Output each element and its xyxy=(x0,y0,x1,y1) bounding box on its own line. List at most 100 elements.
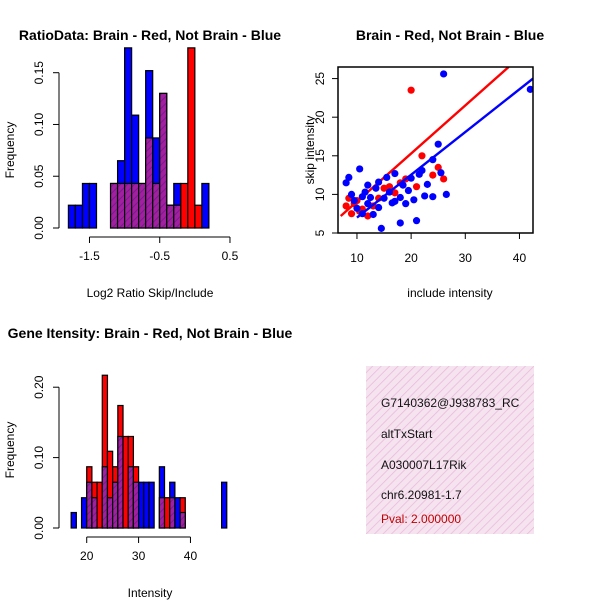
ratio-x-tick-label-2: 0.5 xyxy=(222,249,239,263)
ratio-y-tick-label-0: 0.00 xyxy=(32,216,46,240)
ratio-bar-1 xyxy=(74,204,84,229)
scatter-point-brain-20 xyxy=(440,175,448,183)
scatter-point-not-brain-39 xyxy=(440,70,448,78)
ratio-bar-3 xyxy=(88,182,98,229)
intensity-overlap-bar-17 xyxy=(158,497,166,529)
intensity-bar-13 xyxy=(137,481,145,529)
scatter-point-brain-0 xyxy=(342,202,350,210)
scatter-point-not-brain-0 xyxy=(342,179,350,187)
ratio-overlap-bar-8 xyxy=(124,182,133,229)
scatter-y-tick-label-3: 20 xyxy=(313,110,327,124)
scatter-x-tick-label-3: 40 xyxy=(513,251,527,265)
scatter-point-not-brain-30 xyxy=(412,217,421,225)
scatter-panel: Brain - Red, Not Brain - Blue 10 20 30 40 5 1… xyxy=(303,27,544,300)
scatter-point-not-brain-21 xyxy=(391,169,399,178)
ratio-overlap-bar-7 xyxy=(116,182,126,229)
intensity-bar-20 xyxy=(174,497,181,529)
scatter-point-not-brain-13 xyxy=(372,184,380,192)
scatter-point-not-brain-5 xyxy=(356,165,364,173)
scatter-point-not-brain-16 xyxy=(377,224,385,232)
ratio-bar-0 xyxy=(67,204,77,229)
intensity-bar-0 xyxy=(70,511,77,529)
intensity-overlap-bar-19 xyxy=(169,497,176,529)
intensity-overlap-bar-3 xyxy=(86,481,93,529)
scatter-point-not-brain-22 xyxy=(391,197,399,205)
info-probe-id: G7140362@J938783_RC xyxy=(381,396,520,410)
scatter-fit-line-not-brain xyxy=(356,77,533,219)
scatter-frame xyxy=(337,66,534,234)
scatter-point-not-brain-11 xyxy=(366,193,375,202)
ratio-histogram-panel: RatioData: Brain - Red, Not Brain - Blue… xyxy=(3,27,281,300)
ratio-x-tick-label-0: -1.5 xyxy=(79,249,100,263)
intensity-overlap-bar-7 xyxy=(106,497,114,529)
info-pval: Pval: 2.000000 xyxy=(381,512,461,526)
intensity-y-label: Frequency xyxy=(3,422,17,479)
ratio-overlap-bar-11 xyxy=(145,137,154,229)
intensity-bar-2 xyxy=(80,497,88,529)
intensity-overlap-bar-4 xyxy=(91,497,98,529)
ratio-bar-19 xyxy=(201,182,210,229)
ratio-bar-16 xyxy=(180,182,189,229)
scatter-x-tick-label-0: 10 xyxy=(350,251,364,265)
scatter-point-not-brain-2 xyxy=(347,190,356,198)
ratio-overlap-bar-6 xyxy=(109,182,119,229)
ratio-bars xyxy=(67,47,210,229)
scatter-point-brain-11 xyxy=(385,183,394,191)
scatter-x-label: include intensity xyxy=(407,286,492,300)
intensity-x-tick-label-1: 30 xyxy=(132,549,146,563)
scatter-point-not-brain-12 xyxy=(369,210,377,219)
intensity-bar-15 xyxy=(148,481,155,529)
intensity-overlap-bar-9 xyxy=(117,435,124,529)
scatter-point-brain-7 xyxy=(364,212,372,220)
intensity-y-tick-label-0: 0.00 xyxy=(32,516,46,540)
scatter-point-not-brain-15 xyxy=(375,203,383,212)
scatter-plot-area xyxy=(339,67,533,232)
intensity-bar-5 xyxy=(96,481,103,529)
ratio-y-tick-label-3: 0.15 xyxy=(32,61,46,85)
scatter-point-not-brain-41 xyxy=(526,85,533,93)
scatter-plot: 10 20 30 40 5 10 15 20 25 xyxy=(313,66,534,265)
ratio-overlap-bar-12 xyxy=(152,182,161,229)
scatter-point-not-brain-40 xyxy=(442,190,450,198)
scatter-point-not-brain-1 xyxy=(345,173,353,182)
ratio-x-tick-label-1: -0.5 xyxy=(149,249,170,263)
intensity-overlap-bar-11 xyxy=(127,466,134,529)
ratio-bar-2 xyxy=(81,182,91,229)
intensity-overlap-bar-21 xyxy=(179,511,186,529)
intensity-bars xyxy=(70,374,228,529)
scatter-chart-title: Brain - Red, Not Brain - Blue xyxy=(356,27,544,43)
scatter-point-brain-19 xyxy=(434,163,442,171)
ratio-axes: -1.5 -0.5 0.5 0.00 0.05 0.10 0.15 xyxy=(32,61,239,263)
ratio-overlap-bar-15 xyxy=(173,204,182,229)
scatter-y-tick-label-4: 25 xyxy=(313,72,327,86)
scatter-point-not-brain-18 xyxy=(383,173,391,182)
ratio-bar-17 xyxy=(187,47,196,229)
ratio-y-tick-label-2: 0.10 xyxy=(32,112,46,136)
scatter-point-brain-12 xyxy=(391,189,399,197)
scatter-point-brain-16 xyxy=(412,183,421,191)
ratio-overlap-bar-9 xyxy=(131,182,140,229)
scatter-x-tick-label-2: 30 xyxy=(459,251,473,265)
intensity-overlap-bar-12 xyxy=(132,481,140,529)
scatter-y-tick-label-0: 5 xyxy=(313,229,327,236)
info-gene-name: A030007L17Rik xyxy=(381,458,467,472)
ratio-y-tick-label-1: 0.05 xyxy=(32,164,46,188)
scatter-point-not-brain-33 xyxy=(421,192,429,200)
intensity-x-tick-label-0: 20 xyxy=(80,549,94,563)
scatter-point-not-brain-36 xyxy=(429,193,437,201)
info-panel-background xyxy=(366,366,534,534)
scatter-point-not-brain-23 xyxy=(396,193,404,202)
scatter-point-brain-15 xyxy=(407,86,415,94)
scatter-point-not-brain-34 xyxy=(423,180,431,188)
scatter-point-not-brain-24 xyxy=(396,219,404,227)
intensity-bar-29 xyxy=(220,481,228,529)
intensity-histogram-panel: Gene Itensity: Brain - Red, Not Brain - … xyxy=(3,325,293,600)
scatter-y-tick-label-1: 10 xyxy=(313,187,327,201)
scatter-point-not-brain-26 xyxy=(402,200,410,208)
ratio-overlap-bar-13 xyxy=(159,92,168,229)
scatter-point-not-brain-27 xyxy=(404,186,413,195)
info-panel: G7140362@J938783_RC altTxStart A030007L1… xyxy=(366,366,534,534)
scatter-point-not-brain-38 xyxy=(437,169,445,177)
scatter-point-not-brain-10 xyxy=(364,200,372,208)
